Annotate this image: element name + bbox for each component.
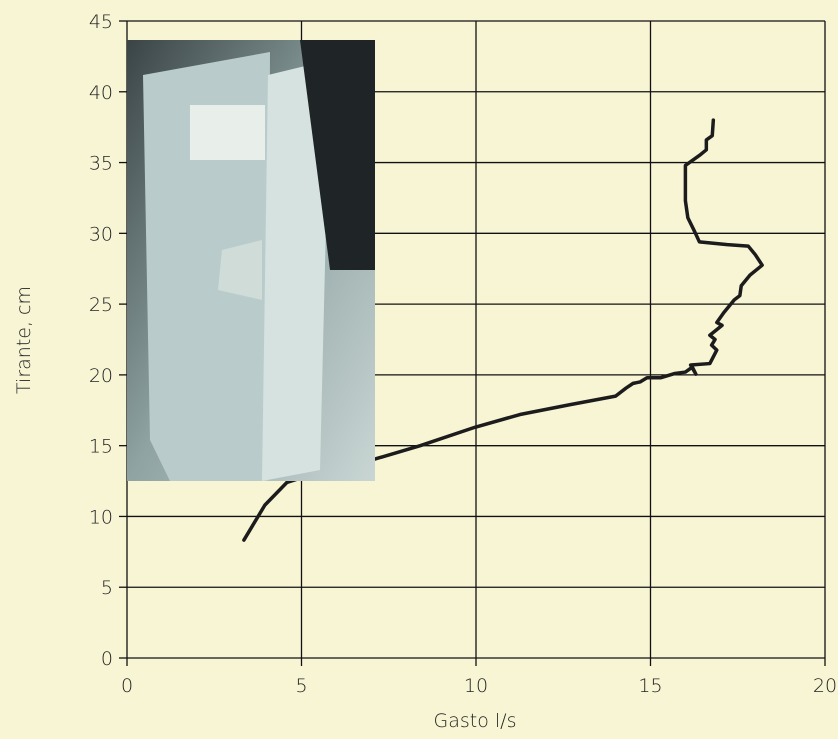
chart: Gasto l/s Tirante, cm 0 5 10 15 20 25 30 35 40 45… — [0, 0, 838, 735]
y-tick-label: 20 — [89, 365, 113, 387]
y-axis-label: Tirante, cm — [13, 286, 35, 394]
y-tick-label: 40 — [89, 82, 113, 104]
x-tick-label: 10 — [464, 675, 488, 697]
x-tick-label: 20 — [813, 675, 837, 697]
y-tick-label: 25 — [89, 294, 113, 316]
y-tick-label: 30 — [89, 223, 113, 245]
y-tick-label: 15 — [89, 436, 113, 458]
y-tick-label: 10 — [89, 506, 113, 528]
y-tick-label: 45 — [89, 11, 113, 33]
inset-photo — [127, 40, 375, 481]
y-tick-label: 35 — [89, 153, 113, 175]
y-tick-label: 5 — [101, 577, 113, 599]
x-tick-label: 5 — [295, 675, 307, 697]
x-tick-label: 15 — [638, 675, 662, 697]
x-axis-label: Gasto l/s — [434, 710, 517, 732]
y-tick-label: 0 — [101, 648, 113, 670]
x-tick-label: 0 — [121, 675, 133, 697]
